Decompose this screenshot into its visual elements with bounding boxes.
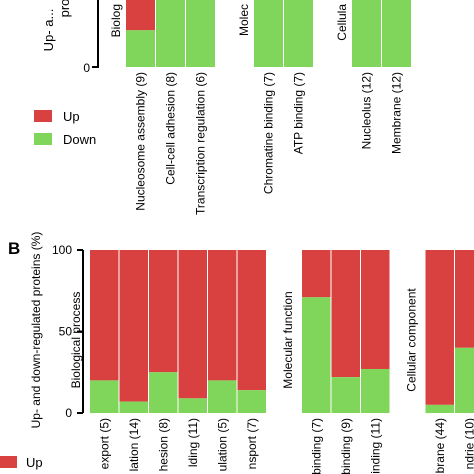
panel-a-chart: Up- a... pro 0 Nucleosome assembly (9) Ce…: [41, 0, 411, 215]
panel-b-bars: [90, 250, 474, 413]
panelB-bar-up-6: [302, 250, 331, 298]
legend: Up Down: [34, 109, 96, 147]
panelB-x-label-4: ulation (5): [215, 418, 229, 471]
panelA-bar-up-0: [126, 0, 155, 31]
legend-panel-b: Up: [0, 455, 43, 470]
panelB-bar-down-5: [237, 390, 266, 413]
panelA-x-label-5: Nucleolus (12): [360, 72, 374, 149]
panel-b-y-ticks: 0 50 100: [52, 243, 83, 420]
panel-b-letter: B: [8, 239, 20, 258]
panelA-x-label-1: Cell-cell adhesion (8): [164, 72, 178, 185]
panelB-bar-up-1: [119, 250, 148, 402]
panelB-bar-up-3: [178, 250, 207, 399]
panel-a-y-axis-label: Up- a...: [41, 9, 56, 52]
legend-b-up-label: Up: [26, 455, 43, 470]
panelB-bar-down-3: [178, 398, 207, 413]
panel-b-group-labels: Biological process Molecular function Cell…: [69, 288, 419, 392]
panel-b-chart: Up- and down-regulated proteins (%) 0 50 1…: [29, 232, 474, 474]
panel-b-y-axis-label: Up- and down-regulated proteins (%): [29, 232, 43, 429]
panelB-x-label-1: lation (14): [127, 418, 141, 471]
panel-b-x-labels: export (5) lation (14) hesion (8) lding (11…: [97, 418, 474, 474]
panelB-x-label-2: hesion (8): [156, 418, 170, 471]
panelB-bar-down-2: [149, 372, 178, 413]
panelB-bar-down-10: [455, 347, 474, 413]
panelA-x-label-3: Chromatine binding (7): [262, 72, 276, 194]
legend-down-label: Down: [63, 132, 96, 147]
panelB-bar-down-8: [361, 368, 390, 413]
panelA-x-label-2: Transcription regulation (6): [194, 72, 208, 215]
panelB-bar-down-7: [331, 377, 360, 413]
legend-up-swatch: [34, 110, 52, 122]
panel-a-x-labels: Nucleosome assembly (9) Cell-cell adhesio…: [134, 72, 404, 215]
panelB-bar-up-2: [149, 250, 178, 373]
panelB-group-label-2: Cellular component: [405, 288, 419, 392]
panelB-bar-down-4: [208, 380, 237, 413]
panelA-bar-down-1: [156, 0, 185, 67]
panelA-x-label-4: ATP binding (7): [292, 72, 306, 154]
panelB-bar-down-9: [425, 404, 454, 413]
legend-b-up-swatch: [0, 456, 17, 468]
panelA-bar-down-6: [382, 0, 411, 67]
panelB-bar-up-0: [90, 250, 119, 381]
panel-b-y-tick-label-2: 100: [52, 243, 72, 257]
panelA-bar-down-3: [254, 0, 283, 67]
panelB-bar-up-7: [331, 250, 360, 378]
panel-b-y-tick-label-0: 0: [65, 406, 72, 420]
panelB-x-label-6: binding (7): [309, 418, 323, 474]
panelB-x-label-8: binding (11): [368, 418, 382, 474]
panelA-group-label-2: Cellula: [335, 4, 349, 41]
panel-a-y-axis-label-cont: pro: [57, 0, 72, 17]
panelA-bar-down-5: [352, 0, 381, 67]
panelB-bar-up-10: [455, 250, 474, 348]
panel-a-y-tick-label-0: 0: [83, 61, 90, 75]
panelA-bar-down-2: [186, 0, 215, 67]
panelB-x-label-3: lding (11): [186, 418, 200, 467]
panel-b-y-tick-label-1: 50: [59, 325, 73, 339]
legend-up-label: Up: [63, 109, 80, 124]
panelB-bar-down-0: [90, 380, 119, 413]
panelB-x-label-0: export (5): [97, 418, 111, 469]
panelA-bar-down-0: [126, 30, 155, 67]
panelA-group-label-1: Molec: [237, 4, 251, 36]
panelB-bar-down-6: [302, 297, 331, 413]
panelA-bar-down-4: [284, 0, 313, 67]
panelB-x-label-10: ndrie (10): [462, 418, 474, 469]
panelB-bar-down-1: [119, 401, 148, 413]
panelA-x-label-0: Nucleosome assembly (9): [134, 72, 148, 211]
panelB-bar-up-5: [237, 250, 266, 391]
panelB-x-label-9: brane (44): [433, 418, 447, 473]
panelB-group-label-0: Biological process: [69, 292, 83, 389]
panelB-bar-up-4: [208, 250, 237, 381]
panelB-bar-up-9: [425, 250, 454, 405]
panel-a-bars: [126, 0, 411, 67]
panelB-x-label-5: nsport (7): [245, 418, 259, 469]
panel-a-group-labels: Biolog Molec Cellula: [109, 4, 349, 41]
panelB-group-label-1: Molecular function: [281, 291, 295, 388]
panelA-x-label-6: Membrane (12): [390, 72, 404, 154]
panelA-group-label-0: Biolog: [109, 4, 123, 37]
panelB-x-label-7: binding (9): [339, 418, 353, 474]
panelB-bar-up-8: [361, 250, 390, 369]
legend-down-swatch: [34, 133, 52, 145]
